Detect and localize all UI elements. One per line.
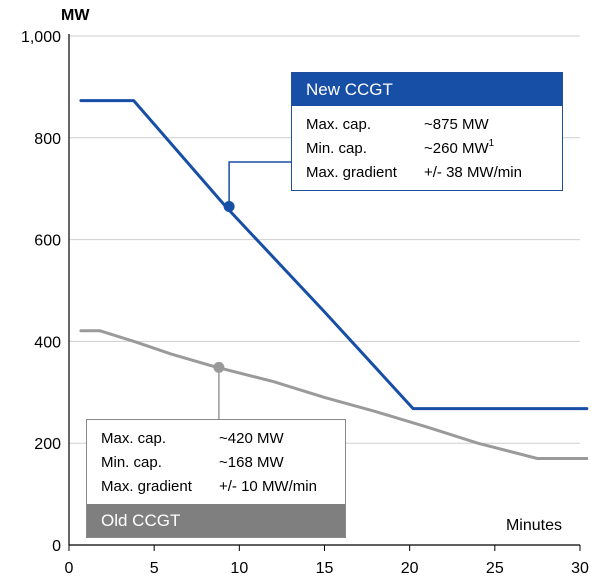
y-tick-label: 400: [34, 334, 61, 351]
old-ccgt-line: [79, 329, 589, 460]
axes: [68, 34, 581, 551]
spec-value: +/- 10 MW/min: [219, 477, 317, 495]
spec-label: Max. gradient: [306, 163, 397, 181]
y-tick-label: 800: [34, 131, 61, 148]
x-axis-title: Minutes: [506, 517, 562, 534]
spec-row-min-cap: Min. cap. ~260 MW1: [292, 136, 562, 160]
spec-row-max-gradient: Max. gradient +/- 10 MW/min: [87, 474, 345, 498]
new-ccgt-specs: Max. cap. ~875 MW Min. cap. ~260 MW1 Max…: [292, 106, 562, 184]
y-tick-label: 0: [52, 538, 61, 555]
x-tick-label: 15: [316, 560, 334, 577]
y-tick-label: 200: [34, 436, 61, 453]
spec-value-with-footnote: ~260 MW1: [424, 138, 495, 157]
spec-value: +/- 38 MW/min: [424, 163, 522, 181]
x-tick-labels: 0 5 10 15 20 25 30: [65, 560, 589, 577]
footnote-marker: 1: [488, 138, 495, 149]
old-ccgt-callout: Max. cap. ~420 MW Min. cap. ~168 MW Max.…: [86, 419, 346, 538]
x-tick-label: 25: [486, 560, 504, 577]
spec-value: ~168 MW: [219, 453, 284, 471]
callout-connectors: [213, 161, 291, 419]
y-tick-label: 600: [34, 233, 61, 250]
spec-value: ~875 MW: [424, 115, 489, 133]
y-tick-labels: 0 200 400 600 800 1,000: [21, 29, 61, 555]
spec-row-min-cap: Min. cap. ~168 MW: [87, 450, 345, 474]
x-tick-label: 20: [401, 560, 419, 577]
series-lines: [79, 99, 589, 460]
spec-label: Max. gradient: [101, 477, 192, 495]
y-axis-unit: MW: [61, 7, 90, 24]
spec-label: Min. cap.: [306, 139, 367, 157]
spec-label: Min. cap.: [101, 453, 162, 471]
x-tick-label: 10: [230, 560, 248, 577]
old-ccgt-marker: [213, 361, 225, 373]
spec-row-max-gradient: Max. gradient +/- 38 MW/min: [292, 160, 562, 184]
new-ccgt-title: New CCGT: [292, 73, 562, 106]
x-tick-label: 0: [65, 560, 74, 577]
old-ccgt-specs: Max. cap. ~420 MW Min. cap. ~168 MW Max.…: [87, 420, 345, 499]
spec-value: ~420 MW: [219, 429, 284, 447]
new-ccgt-line: [79, 99, 589, 411]
new-ccgt-callout: New CCGT Max. cap. ~875 MW Min. cap. ~26…: [291, 72, 563, 191]
spec-row-max-cap: Max. cap. ~875 MW: [292, 112, 562, 136]
x-tick-label: 30: [571, 560, 589, 577]
spec-label: Max. cap.: [306, 115, 372, 133]
x-tick-label: 5: [150, 560, 159, 577]
old-ccgt-title: Old CCGT: [87, 504, 345, 537]
spec-row-max-cap: Max. cap. ~420 MW: [87, 426, 345, 450]
spec-label: Max. cap.: [101, 429, 167, 447]
y-tick-label: 1,000: [21, 29, 61, 46]
new-ccgt-connector: [228, 161, 291, 207]
spec-value: ~260 MW: [424, 140, 489, 157]
new-ccgt-marker: [223, 201, 235, 213]
